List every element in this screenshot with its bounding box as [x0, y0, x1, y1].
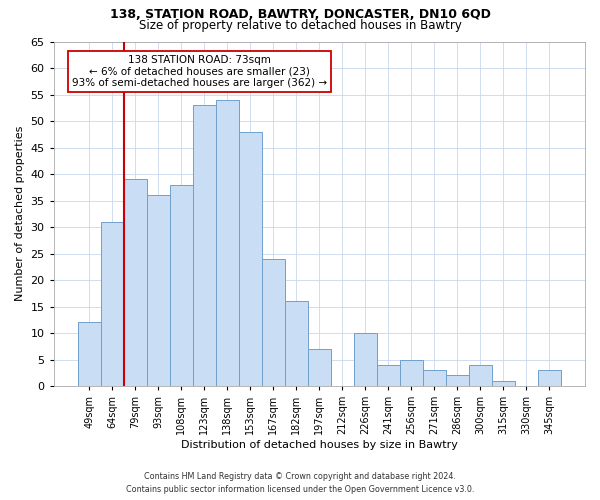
Bar	[469, 365, 492, 386]
Bar	[170, 184, 193, 386]
Bar	[354, 333, 377, 386]
Y-axis label: Number of detached properties: Number of detached properties	[15, 126, 25, 302]
Bar	[423, 370, 446, 386]
Bar	[101, 222, 124, 386]
Text: 138 STATION ROAD: 73sqm
← 6% of detached houses are smaller (23)
93% of semi-det: 138 STATION ROAD: 73sqm ← 6% of detached…	[72, 55, 328, 88]
Bar	[377, 365, 400, 386]
Bar	[308, 349, 331, 386]
Bar	[446, 376, 469, 386]
Bar	[239, 132, 262, 386]
Bar	[124, 180, 147, 386]
Bar	[492, 380, 515, 386]
Bar	[538, 370, 561, 386]
Bar	[147, 195, 170, 386]
X-axis label: Distribution of detached houses by size in Bawtry: Distribution of detached houses by size …	[181, 440, 458, 450]
Text: Contains HM Land Registry data © Crown copyright and database right 2024.
Contai: Contains HM Land Registry data © Crown c…	[126, 472, 474, 494]
Bar	[216, 100, 239, 386]
Bar	[78, 322, 101, 386]
Bar	[193, 105, 216, 386]
Bar	[285, 301, 308, 386]
Text: 138, STATION ROAD, BAWTRY, DONCASTER, DN10 6QD: 138, STATION ROAD, BAWTRY, DONCASTER, DN…	[110, 8, 490, 20]
Bar	[262, 259, 285, 386]
Text: Size of property relative to detached houses in Bawtry: Size of property relative to detached ho…	[139, 19, 461, 32]
Bar	[400, 360, 423, 386]
